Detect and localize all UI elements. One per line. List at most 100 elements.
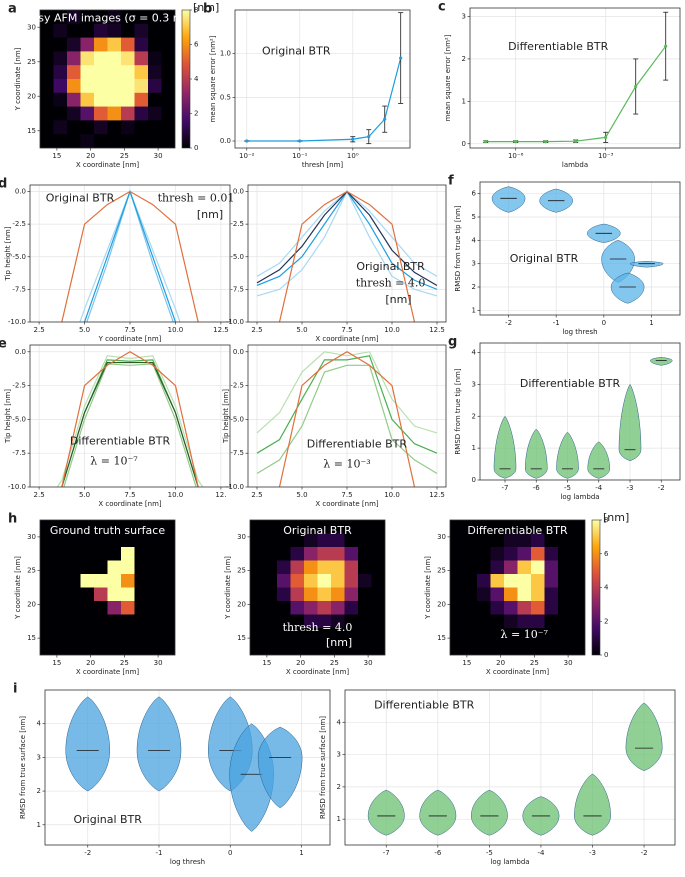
heatmap-cell	[107, 37, 122, 52]
heatmap-cell	[121, 601, 135, 615]
series-line	[63, 363, 197, 487]
heatmap-cell	[371, 628, 385, 642]
heatmap-cell	[148, 574, 162, 588]
x-tick-label: 7.5	[124, 326, 135, 334]
heatmap-cell	[517, 614, 532, 629]
x-tick-label: 30	[564, 659, 573, 667]
heatmap-cell	[148, 79, 162, 94]
heatmap-cell	[148, 560, 162, 575]
y-tick-label: 25	[437, 567, 446, 575]
heatmap-cell	[317, 628, 332, 642]
heatmap-cell	[80, 641, 95, 655]
heatmap-cell	[121, 51, 135, 66]
heatmap-cell	[53, 520, 68, 534]
heatmap-cell	[531, 547, 545, 561]
heatmap-cell	[107, 641, 122, 655]
heatmap-cell	[134, 79, 149, 94]
heatmap-cell	[161, 51, 175, 66]
heatmap-cell	[331, 547, 345, 561]
heatmap-cell	[290, 574, 305, 588]
heatmap-cell	[344, 614, 359, 629]
y-tick-label: 20	[237, 600, 246, 608]
violin	[257, 726, 303, 809]
plot-area	[480, 343, 680, 480]
heatmap-cell	[53, 587, 68, 602]
heatmap-cell	[53, 92, 68, 107]
plot-frame	[39, 9, 176, 149]
heatmap-cell	[67, 79, 81, 94]
heatmap-cell	[358, 587, 372, 602]
series-line	[61, 361, 199, 487]
heatmap-cell	[134, 92, 149, 107]
x-tick-label: 1	[299, 849, 303, 857]
heatmap-cell	[67, 628, 81, 642]
heatmap-cell	[121, 120, 135, 135]
series-line	[278, 190, 416, 322]
heatmap-cell	[67, 65, 81, 80]
heatmap-cell	[544, 628, 559, 642]
x-tick-label: 0	[228, 849, 232, 857]
y-tick-label: 2	[37, 787, 41, 795]
violin	[470, 789, 508, 836]
heatmap-cell	[80, 10, 95, 25]
heatmap-cell	[94, 533, 108, 548]
heatmap-cell	[250, 628, 264, 642]
point	[298, 139, 302, 143]
heatmap-cell	[277, 547, 291, 561]
y-tick-label: 20	[27, 92, 36, 100]
heatmap-cell	[94, 574, 108, 588]
x-tick-label: -3	[627, 484, 634, 492]
heatmap-cell	[304, 628, 318, 642]
y-tick-label: -7.5	[12, 449, 26, 457]
heatmap-cell	[67, 574, 81, 588]
heatmap-cell	[80, 533, 95, 548]
point	[484, 140, 488, 144]
heatmap-cell	[161, 547, 175, 561]
colorbar	[591, 519, 601, 656]
heatmap-cell	[490, 533, 505, 548]
annotation: λ = 10⁻⁷	[90, 454, 138, 467]
heatmap-cell	[134, 106, 149, 121]
annotation: Noisy AFM images (σ = 0.3 nm)	[20, 11, 195, 24]
heatmap-cell	[331, 587, 345, 602]
x-tick-label: 2.5	[251, 326, 262, 334]
x-tick-label: 7.5	[341, 491, 352, 499]
y-tick-label: 15	[27, 127, 36, 135]
heatmap-cell	[161, 10, 175, 25]
x-tick-label: 10⁻²	[239, 152, 255, 160]
x-tick-label: -6	[434, 849, 442, 857]
y-axis-label: RMSD from true surface [nm]	[19, 716, 27, 819]
point	[367, 135, 371, 139]
y-axis-label: Y coordinate [nm]	[14, 556, 22, 620]
heatmap-cell	[67, 520, 81, 534]
x-tick-label: -4	[537, 849, 545, 857]
heatmap-cell	[317, 601, 332, 615]
y-tick-label: 6	[472, 190, 477, 198]
heatmap-cell	[53, 37, 68, 52]
heatmap-cell	[94, 601, 108, 615]
heatmap-cell	[134, 10, 149, 25]
heatmap-cell	[250, 533, 264, 548]
heatmap-cell	[80, 614, 95, 629]
y-tick-label: -5.0	[230, 415, 244, 423]
heatmap-cell	[107, 51, 122, 66]
heatmap-cell	[40, 641, 54, 655]
heatmap-cell	[161, 641, 175, 655]
y-tick-label: 1	[472, 306, 476, 314]
heatmap-cell	[477, 601, 491, 615]
point	[514, 140, 518, 144]
x-axis-label: Y coordinate [nm]	[98, 335, 162, 343]
panel-2: 10⁻⁶ 10⁻³ 0 1 2 3 lambda mean square error [nm²…	[438, 0, 681, 169]
y-tick-label: 1	[462, 97, 466, 105]
heatmap-cell	[290, 628, 305, 642]
heatmap-cell	[134, 520, 149, 534]
heatmap-cell	[67, 51, 81, 66]
heatmap-cell	[53, 134, 68, 148]
heatmap-cell	[107, 23, 122, 38]
heatmap-cell	[67, 641, 81, 655]
heatmap-cell	[40, 574, 54, 588]
y-tick-label: 0.5	[220, 93, 231, 101]
heatmap-cell	[53, 23, 68, 38]
heatmap-cell	[304, 587, 318, 602]
